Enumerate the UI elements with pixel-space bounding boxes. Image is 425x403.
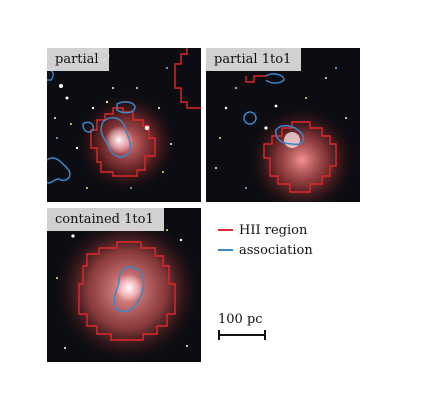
legend-swatch-blue [218,249,233,251]
panel-label: partial 1to1 [206,48,302,71]
scale-bar-line [218,330,266,340]
association-outline [100,117,132,158]
hii-region-outline [263,121,337,193]
panel-partial: partial [47,48,201,202]
scale-bar: 100 pc [218,312,266,340]
association-outline [113,266,145,313]
panel-label: partial [47,48,109,71]
association-outline [275,124,305,146]
panel-partial-1to1: partial 1to1 [206,48,360,202]
legend: HII region association [218,220,313,260]
partial-1to1-image [206,48,360,202]
contained-1to1-image [47,208,201,362]
legend-label: HII region [239,222,308,238]
legend-item-association: association [218,240,313,260]
scale-bar-label: 100 pc [218,312,263,327]
legend-label: association [239,242,313,258]
partial-image [47,48,201,202]
hii-region-outline [90,107,156,177]
hii-region-outline [78,241,176,341]
legend-item-hii-region: HII region [218,220,313,240]
legend-swatch-red [218,229,233,231]
panel-contained-1to1: contained 1to1 [47,208,201,362]
panel-label: contained 1to1 [47,208,164,231]
